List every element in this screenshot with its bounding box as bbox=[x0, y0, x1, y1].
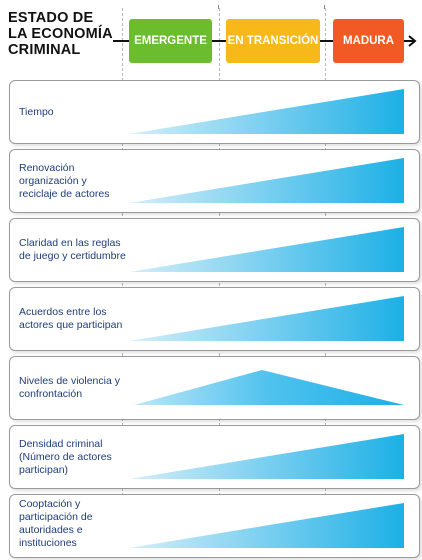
timeline-tick bbox=[324, 5, 325, 9]
row-label: Niveles de violencia y confrontación bbox=[19, 375, 120, 400]
row-label: Tiempo bbox=[19, 105, 54, 118]
diagram-title: ESTADO DE LA ECONOMÍA CRIMINAL bbox=[8, 10, 120, 58]
row-violencia: Niveles de violencia y confrontación bbox=[9, 356, 420, 420]
stage-madura: MADURA bbox=[333, 19, 404, 63]
row-acuerdos: Acuerdos entre los actores que participa… bbox=[9, 287, 420, 351]
row-label: Cooptación y participación de autoridade… bbox=[19, 498, 93, 549]
stage-emergente: EMERGENTE bbox=[129, 19, 212, 63]
title-line: CRIMINAL bbox=[8, 42, 81, 58]
row-densidad: Densidad criminal (Número de actores par… bbox=[9, 425, 420, 489]
row-label: Densidad criminal (Número de actores par… bbox=[19, 437, 112, 476]
row-label: Acuerdos entre los actores que participa… bbox=[19, 306, 123, 331]
stage-en-transicion: EN TRANSICIÓN bbox=[226, 19, 320, 63]
row-label: Renovación organización y reciclaje de a… bbox=[19, 161, 110, 200]
divider-line bbox=[219, 8, 220, 556]
row-claridad: Claridad en las reglas de juego y certid… bbox=[9, 218, 420, 282]
divider-line bbox=[122, 8, 123, 556]
row-tiempo: Tiempo bbox=[9, 80, 420, 144]
row-renovacion: Renovación organización y reciclaje de a… bbox=[9, 149, 420, 213]
row-cooptacion: Cooptación y participación de autoridade… bbox=[9, 494, 420, 558]
divider-line bbox=[325, 8, 326, 556]
timeline-tick bbox=[218, 5, 219, 9]
title-line: ESTADO DE bbox=[8, 10, 94, 26]
row-label: Claridad en las reglas de juego y certid… bbox=[19, 237, 126, 262]
title-line: LA ECONOMÍA bbox=[8, 26, 113, 42]
